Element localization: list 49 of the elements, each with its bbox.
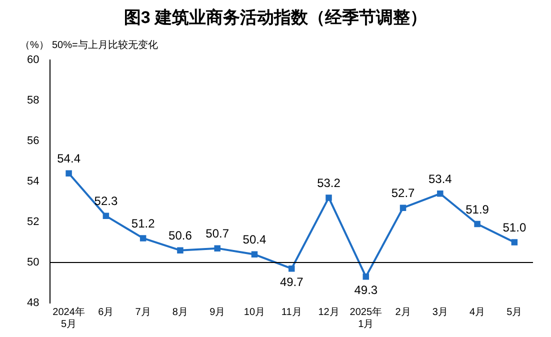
data-label: 50.4 (242, 232, 266, 247)
y-tick-label: 54 (26, 176, 40, 188)
data-label: 52.7 (391, 186, 416, 200)
data-label: 54.4 (57, 152, 81, 166)
y-tick-label: 58 (26, 94, 40, 107)
point (400, 204, 406, 211)
point (362, 274, 370, 280)
x-tick-label: 7月 (135, 306, 151, 318)
x-tick-label: 4月 (470, 306, 486, 318)
x-tick-label: 2024年 5月 (52, 306, 85, 330)
x-tick-label: 3月 (432, 306, 448, 318)
x-tick-label: 2月 (395, 306, 411, 318)
data-label: 52.3 (94, 194, 118, 208)
point (511, 239, 518, 246)
x-tick-label: 2025年 1月 (350, 306, 382, 330)
point (288, 265, 295, 272)
point (214, 245, 220, 252)
data-label: 53.2 (317, 176, 341, 190)
point (251, 251, 258, 258)
y-tick-label: 48 (26, 297, 40, 310)
y-tick-label: 60 (26, 54, 40, 66)
x-tick-label: 11月 (281, 306, 302, 318)
y-axis-title: （%） (20, 39, 49, 52)
chart-title: 图3 建筑业商务活动指数（经季节调整） (122, 7, 428, 29)
point (102, 212, 110, 220)
point (140, 235, 146, 242)
data-label: 51.2 (131, 216, 156, 231)
data-label: 53.4 (428, 172, 452, 186)
data-label: 51.9 (466, 202, 490, 216)
x-tick-label: 12月 (318, 306, 340, 318)
y-tick-label: 56 (26, 135, 40, 148)
text: 50%=与上月比较无变化 (52, 38, 158, 52)
x-tick-label: 5月 (506, 306, 522, 318)
point (66, 170, 72, 177)
y-tick-label: 50 (26, 256, 40, 269)
data-label: 50.7 (206, 226, 230, 241)
x-tick-label: 9月 (210, 306, 226, 318)
x-tick-label: 10月 (244, 306, 266, 318)
data-label: 51.0 (502, 220, 526, 235)
point (474, 220, 480, 228)
x-tick-label: 8月 (172, 306, 188, 318)
point (326, 194, 332, 201)
point (437, 190, 444, 197)
data-label: 49.7 (280, 274, 304, 289)
point (177, 247, 184, 254)
y-tick-label: 52 (26, 216, 40, 228)
data-label: 49.3 (354, 282, 378, 297)
data-label: 50.6 (168, 228, 192, 243)
x-tick-label: 6月 (98, 306, 114, 318)
